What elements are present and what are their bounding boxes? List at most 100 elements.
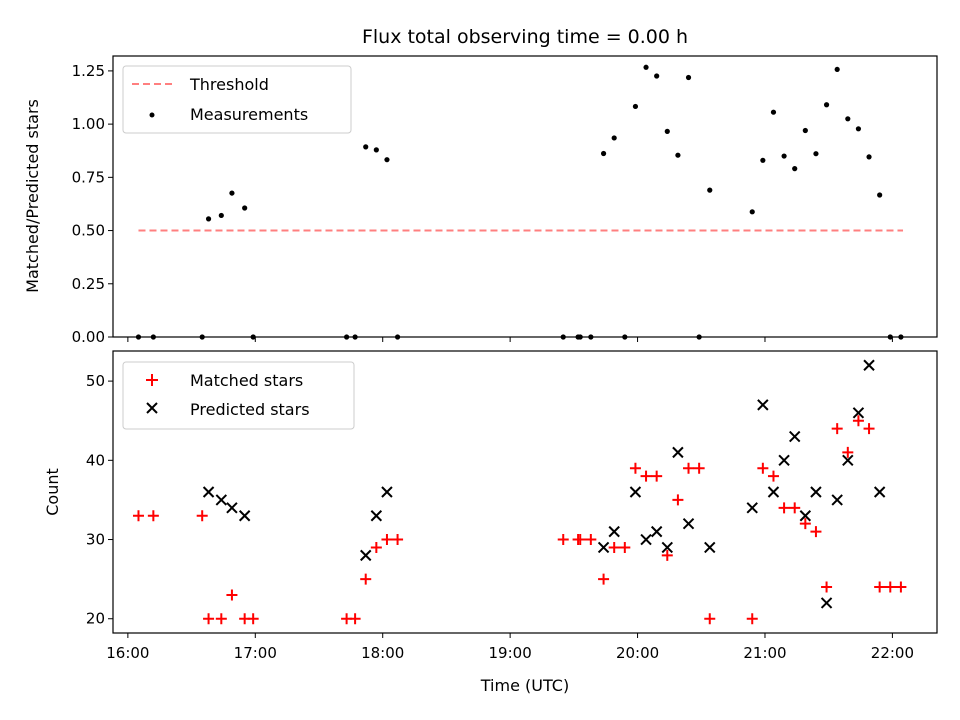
measurement-point [384,157,390,163]
measurement-point [813,151,819,157]
measurement-point [643,64,649,70]
measurement-point [363,144,369,150]
measurement-point [205,216,212,222]
matched-star-point [789,502,801,514]
bottom-x-tick-label: 18:00 [361,644,404,662]
matched-star-point [831,423,843,435]
matched-star-point [683,462,695,474]
predicted-star-point [704,541,716,554]
predicted-star-point [238,510,251,522]
predicted-star-point [789,430,801,443]
predicted-star-point [215,494,228,506]
top-x-axis [127,337,893,342]
matched-star-point [693,462,705,474]
top-y-tick-label: 0.00 [72,328,105,346]
top-axes-frame [112,55,938,338]
matched-star-point [874,581,886,593]
measurement-point [632,103,639,110]
bottom-x-axis-label: Time (UTC) [480,676,569,695]
measurement-point [834,66,840,73]
top-y-axis-label: Matched/Predicted stars [23,99,42,293]
measurement-point [781,153,787,159]
matched-star-point [767,470,779,482]
matched-star-point [381,534,393,546]
measurement-point [760,157,766,163]
bottom-x-tick-label: 22:00 [871,644,914,662]
measurement-point [675,152,681,158]
predicted-star-point [767,486,780,498]
matched-star-point [778,502,790,514]
bottom-y-axis-label: Count [43,468,62,516]
matched-star-point [585,534,597,546]
top-legend-box [122,65,352,134]
bottom-x-tick-label: 20:00 [616,644,659,662]
measurement-point [866,154,872,160]
measurement-point [877,192,883,198]
matched-star-point [132,510,144,522]
matched-star-point [360,573,372,585]
legend-measurements-label: Measurements [190,105,308,124]
measurement-point [611,135,617,141]
matched-star-point [821,581,833,593]
matched-star-point [757,462,769,474]
matched-star-point [574,534,586,546]
matched-star-point [629,462,641,474]
matched-star-point [196,510,208,522]
matched-star-point [810,526,822,538]
measurement-point [855,126,862,132]
measurement-point [823,102,830,108]
matched-star-point [598,573,610,585]
matched-star-point [704,613,716,625]
top-y-tick-label: 0.25 [72,275,105,293]
bottom-y-tick-label: 40 [86,451,105,469]
matched-star-point [349,613,361,625]
predicted-star-point [597,541,610,554]
measurement-point [654,73,660,79]
top-y-tick-label: 1.00 [72,115,105,133]
predicted-star-point [778,454,790,467]
bottom-y-tick-label: 50 [86,372,105,390]
bottom-x-tick-label: 17:00 [234,644,277,662]
legend-measurements-swatch [149,112,155,118]
measurement-point [845,116,851,122]
matched-star-point [651,470,663,482]
bottom-axes-frame [112,350,938,634]
bottom-legend: Matched stars Predicted stars [122,361,355,430]
predicted-star-point [831,494,843,506]
legend-matched-label: Matched stars [190,371,303,390]
predicted-star-point [360,549,372,562]
matched-star-point [863,423,875,435]
predicted-star-point [810,486,822,498]
measurement-point [664,128,670,134]
predicted-star-point [661,541,673,554]
measurement-point [242,205,248,211]
measurement-point [685,74,692,81]
measurement-point [792,166,798,172]
predicted-star-point [873,486,886,498]
bottom-legend-box [122,361,355,430]
top-y-tick-label: 1.25 [72,62,105,80]
matched-star-point [884,581,896,593]
predicted-star-point [608,525,620,538]
matched-star-point [661,549,673,561]
matched-star-point [247,613,259,625]
measurement-point [749,209,755,215]
legend-predicted-label: Predicted stars [190,400,310,419]
measurement-point [229,190,235,196]
predicted-star-point [629,486,642,498]
predicted-star-point [202,486,215,498]
measurement-point [707,187,713,193]
predicted-star-point [746,502,758,514]
bottom-x-tick-label: 19:00 [489,644,532,662]
legend-matched-swatch [146,374,158,386]
predicted-star-point [650,525,663,538]
measurement-point [802,127,808,134]
top-y-axis: 0.00 0.25 0.50 0.75 1.00 1.25 [72,62,113,346]
predicted-star-point [381,486,393,498]
matched-star-point [147,510,159,522]
matched-star-point [203,613,215,625]
predicted-star-point [799,510,812,522]
matched-star-point [370,541,382,553]
top-y-tick-label: 0.50 [72,222,105,240]
measurement-point [600,150,607,157]
